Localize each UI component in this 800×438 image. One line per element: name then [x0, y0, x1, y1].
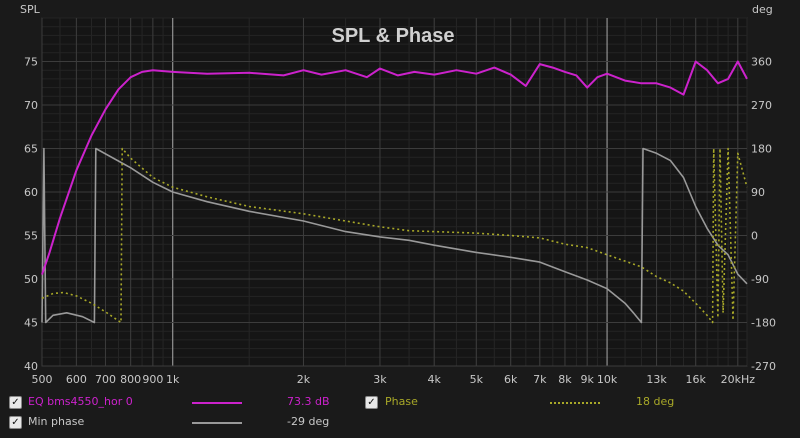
- y-left-label: SPL: [20, 3, 41, 16]
- y2-tick-label: -90: [751, 273, 769, 286]
- series-group: [41, 60, 748, 324]
- checkbox-phase[interactable]: ✓: [365, 396, 378, 409]
- y2-tick-label: 360: [751, 56, 772, 69]
- grid: [41, 17, 748, 367]
- legend-minphase-swatch: [192, 422, 242, 424]
- y-tick-label: 55: [24, 230, 38, 243]
- x-tick-label: 16k: [686, 373, 707, 386]
- legend-minphase-value: -29 deg: [287, 415, 330, 428]
- x-tick-label: 4k: [428, 373, 442, 386]
- legend-phase-value: 18 deg: [636, 395, 675, 408]
- x-tick-label: 9k: [580, 373, 594, 386]
- y-tick-label: 40: [24, 360, 38, 373]
- series-line-eq-bms4550-hor-0: [41, 60, 748, 275]
- y2-tick-label: -270: [751, 360, 776, 373]
- y-tick-label: 45: [24, 317, 38, 330]
- y-tick-label: 60: [24, 186, 38, 199]
- checkbox-min-phase[interactable]: ✓: [9, 416, 22, 429]
- y-tick-label: 50: [24, 273, 38, 286]
- legend: ✓ EQ bms4550_hor 0 73.3 dB ✓ Phase 18 de…: [0, 390, 800, 438]
- axis-ticks: 500 600 700 800 900 1k 2k 3k 4k 5k 6k 7k 8k 9k 10k 13k 1…: [24, 56, 776, 387]
- x-tick-label: 700: [95, 373, 116, 386]
- legend-phase-swatch: [550, 402, 600, 404]
- x-tick-label: 6k: [504, 373, 518, 386]
- y2-tick-label: 90: [751, 186, 765, 199]
- x-tick-label: 13k: [646, 373, 667, 386]
- y-tick-label: 70: [24, 99, 38, 112]
- y2-tick-label: 180: [751, 143, 772, 156]
- series-line-min-phase: [41, 147, 748, 324]
- checkbox-eq-series[interactable]: ✓: [9, 396, 22, 409]
- x-tick-label: 10k: [597, 373, 618, 386]
- x-tick-label: 900: [142, 373, 163, 386]
- y2-tick-label: -180: [751, 317, 776, 330]
- x-tick-label: 2k: [297, 373, 311, 386]
- x-tick-label: 1k: [166, 373, 180, 386]
- x-tick-label: 500: [32, 373, 53, 386]
- chart-title: SPL & Phase: [331, 25, 454, 47]
- y-right-label: deg: [752, 3, 773, 16]
- legend-phase-name: Phase: [385, 395, 418, 408]
- series-line-phase: [41, 147, 748, 324]
- spl-phase-chart: 500 600 700 800 900 1k 2k 3k 4k 5k 6k 7k 8k 9k 10k 13k 1…: [20, 3, 776, 387]
- x-tick-label: 5k: [470, 373, 484, 386]
- x-tick-label: 800: [120, 373, 141, 386]
- x-tick-label: 8k: [558, 373, 572, 386]
- legend-eq-name: EQ bms4550_hor 0: [28, 395, 133, 408]
- y-tick-label: 75: [24, 56, 38, 69]
- x-tick-label: 600: [66, 373, 87, 386]
- x-tick-label: 7k: [533, 373, 547, 386]
- x-tick-label: 20kHz: [721, 373, 756, 386]
- legend-minphase-name: Min phase: [28, 415, 85, 428]
- legend-eq-value: 73.3 dB: [287, 395, 330, 408]
- y2-tick-label: 0: [751, 230, 758, 243]
- x-tick-label: 3k: [373, 373, 387, 386]
- y2-tick-label: 270: [751, 99, 772, 112]
- y-tick-label: 65: [24, 143, 38, 156]
- legend-eq-swatch: [192, 402, 242, 404]
